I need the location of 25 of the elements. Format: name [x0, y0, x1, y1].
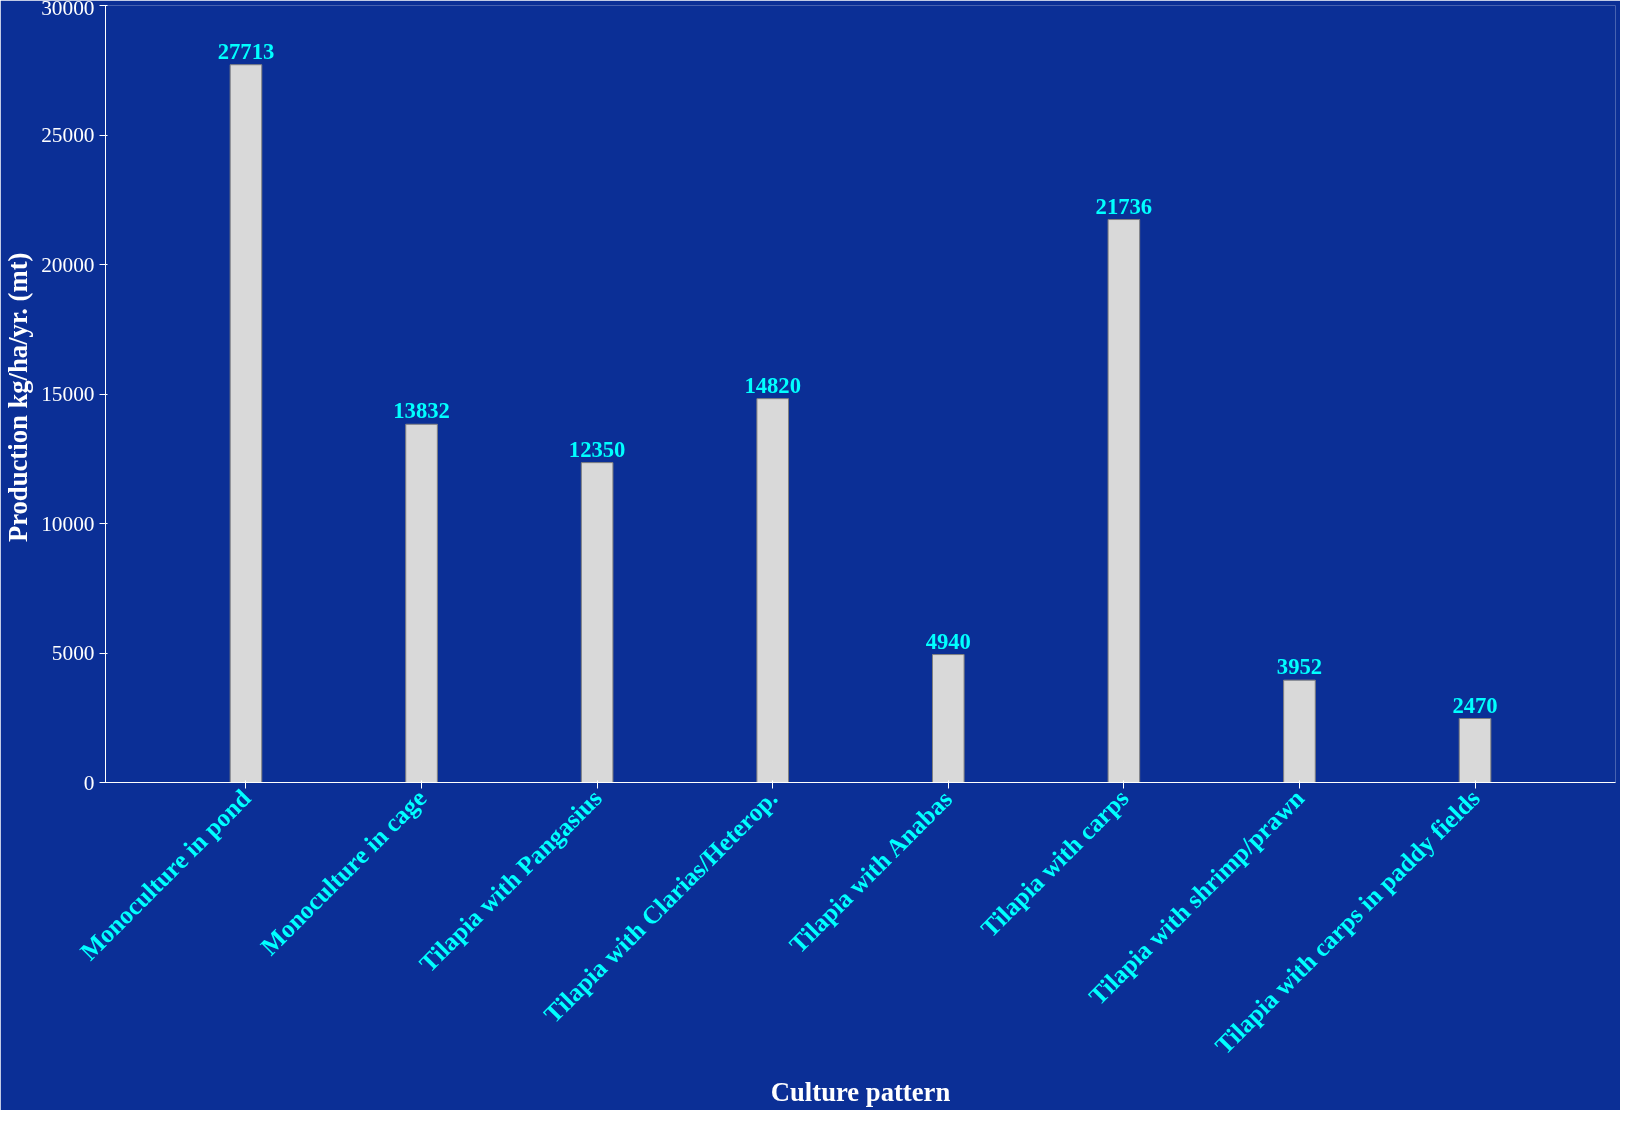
data-label: 21736: [1095, 193, 1153, 219]
bar: [229, 64, 263, 783]
data-label: 2470: [1452, 692, 1498, 718]
y-tick-label: 15000: [41, 382, 95, 406]
y-tick-label: 5000: [51, 641, 95, 665]
y-tick-label: 20000: [41, 252, 95, 277]
data-label: 4940: [925, 628, 971, 654]
x-axis-title: Culture pattern: [770, 1077, 951, 1108]
data-label: 3952: [1276, 654, 1323, 680]
y-tick-label: 30000: [41, 0, 95, 20]
data-label: 12350: [568, 436, 626, 462]
y-tick-label: 0: [83, 770, 95, 795]
bar: [756, 398, 790, 783]
y-tick-label: 25000: [41, 123, 95, 147]
bar: [1458, 718, 1492, 783]
bar: [1107, 219, 1141, 783]
y-axis-title: Production kg/ha/yr. (mt): [3, 252, 34, 543]
data-label: 13832: [393, 398, 450, 424]
data-label: 14820: [744, 372, 802, 398]
y-tick-label: 10000: [41, 511, 95, 536]
bar: [1283, 679, 1316, 783]
bar: [931, 654, 965, 783]
bar: [405, 423, 438, 783]
data-label: 27713: [217, 38, 275, 64]
bar: [580, 462, 614, 783]
